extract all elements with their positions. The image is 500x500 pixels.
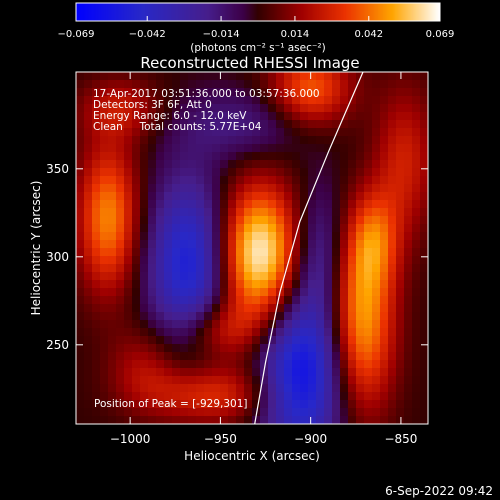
colorbar-tick-label: 0.042 xyxy=(354,29,383,40)
x-tick-label: −850 xyxy=(384,432,417,446)
info-line-time-range: 17-Apr-2017 03:51:36.000 to 03:57:36.000 xyxy=(93,88,320,100)
colorbar-tick-label: 0.069 xyxy=(426,29,455,40)
colorbar-gradient xyxy=(76,3,440,21)
observation-info: 17-Apr-2017 03:51:36.000 to 03:57:36.000… xyxy=(93,88,320,133)
peak-position-label: Position of Peak = [-929,301] xyxy=(94,398,248,410)
colorbar-frame xyxy=(75,2,441,22)
x-tick-label: −1000 xyxy=(110,432,151,446)
solar-limb-curve xyxy=(254,71,364,425)
axis-ticks: −1000 −950 −900 −850 250 300 350 xyxy=(46,72,428,446)
info-line-energy-range: Energy Range: 6.0 - 12.0 keV xyxy=(93,110,247,122)
footer-timestamp: 6-Sep-2022 09:42 xyxy=(385,484,493,498)
y-tick-label: 300 xyxy=(46,250,69,264)
x-tick-label: −950 xyxy=(204,432,237,446)
colorbar-unit-label: (photons cm⁻² s⁻¹ asec⁻²) xyxy=(190,42,325,54)
plot-frame xyxy=(75,71,429,425)
colorbar-tick-label: −0.069 xyxy=(57,29,94,40)
y-tick-label: 250 xyxy=(46,338,69,352)
chart-title: Reconstructed RHESSI Image xyxy=(140,54,359,72)
heatmap-image xyxy=(76,72,428,424)
colorbar-tick-label: 0.014 xyxy=(281,29,310,40)
x-axis-label: Heliocentric X (arcsec) xyxy=(184,449,320,463)
info-line-clean-counts: Clean Total counts: 5.77E+04 xyxy=(93,121,262,133)
colorbar-tick-label: −0.042 xyxy=(129,29,166,40)
x-tick-label: −900 xyxy=(294,432,327,446)
colorbar: −0.069 −0.042 −0.014 0.014 0.042 0.069 (photo… xyxy=(57,2,454,54)
y-tick-label: 350 xyxy=(46,162,69,176)
colorbar-tick-label: −0.014 xyxy=(203,29,240,40)
colorbar-ticks: −0.069 −0.042 −0.014 0.014 0.042 0.069 xyxy=(57,16,454,40)
plot-area: −1000 −950 −900 −850 250 300 350 xyxy=(46,71,429,446)
info-line-detectors: Detectors: 3F 6F, Att 0 xyxy=(93,99,212,111)
y-axis-label: Heliocentric Y (arcsec) xyxy=(29,181,43,316)
